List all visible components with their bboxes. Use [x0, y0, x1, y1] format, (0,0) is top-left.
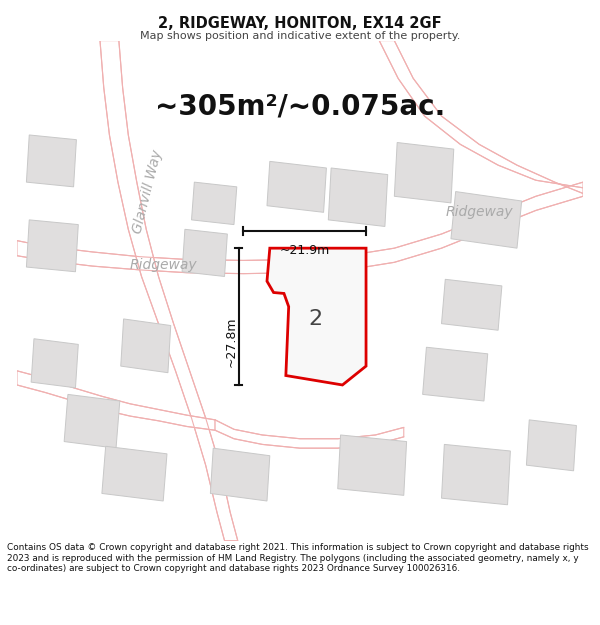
Polygon shape	[121, 319, 171, 372]
Text: Map shows position and indicative extent of the property.: Map shows position and indicative extent…	[140, 31, 460, 41]
Polygon shape	[328, 168, 388, 226]
Text: 2, RIDGEWAY, HONITON, EX14 2GF: 2, RIDGEWAY, HONITON, EX14 2GF	[158, 16, 442, 31]
Text: Ridgeway: Ridgeway	[445, 206, 513, 219]
Polygon shape	[267, 248, 366, 385]
Polygon shape	[451, 192, 521, 248]
Polygon shape	[31, 339, 79, 388]
Polygon shape	[442, 444, 511, 505]
Polygon shape	[26, 135, 76, 187]
Polygon shape	[379, 41, 583, 194]
Polygon shape	[102, 446, 167, 501]
Polygon shape	[191, 182, 237, 224]
Polygon shape	[182, 229, 227, 276]
Polygon shape	[267, 161, 326, 212]
Text: Ridgeway: Ridgeway	[130, 258, 197, 272]
Text: ~305m²/~0.075ac.: ~305m²/~0.075ac.	[155, 92, 445, 121]
Polygon shape	[100, 41, 238, 541]
Polygon shape	[215, 420, 404, 448]
Polygon shape	[26, 220, 79, 272]
Text: 2: 2	[308, 309, 323, 329]
Polygon shape	[394, 142, 454, 203]
Text: Contains OS data © Crown copyright and database right 2021. This information is : Contains OS data © Crown copyright and d…	[7, 543, 589, 573]
Polygon shape	[17, 182, 583, 274]
Polygon shape	[442, 279, 502, 330]
Polygon shape	[64, 394, 120, 448]
Polygon shape	[422, 348, 488, 401]
Polygon shape	[526, 420, 577, 471]
Polygon shape	[17, 371, 215, 430]
Text: ~21.9m: ~21.9m	[280, 244, 330, 258]
Polygon shape	[338, 435, 407, 496]
Text: Glanvill Way: Glanvill Way	[130, 148, 164, 235]
Text: ~27.8m: ~27.8m	[224, 317, 238, 367]
Polygon shape	[211, 448, 270, 501]
